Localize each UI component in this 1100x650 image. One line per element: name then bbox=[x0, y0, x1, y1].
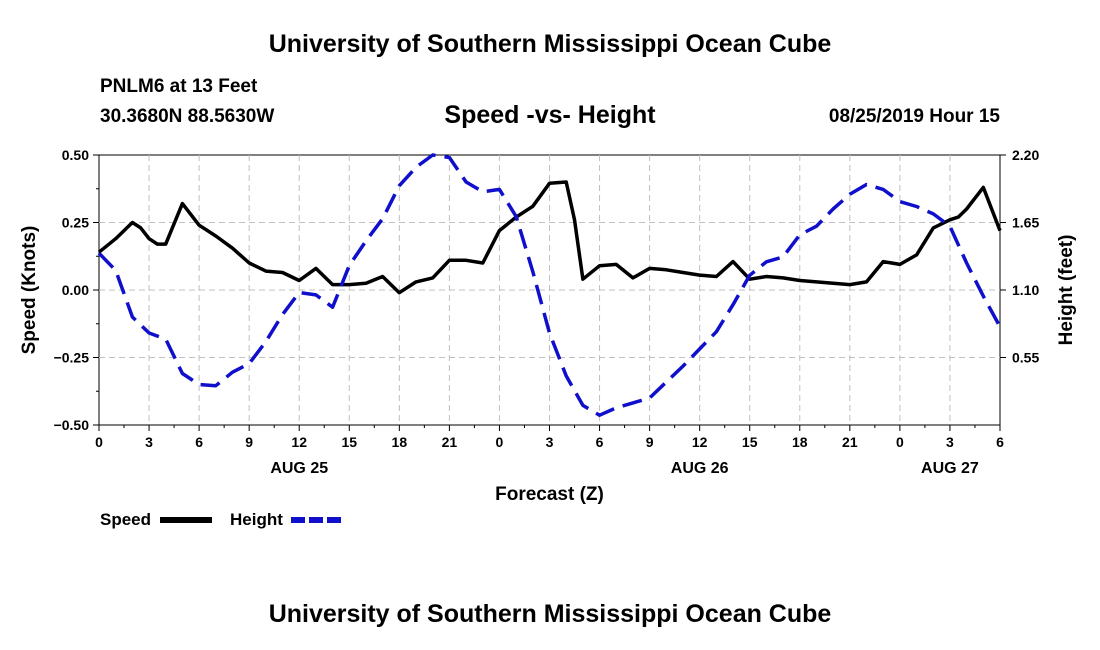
station-coordinates: 30.3680N 88.5630W bbox=[100, 106, 275, 127]
x-tick-label: 6 bbox=[195, 434, 203, 450]
footer-title: University of Southern Mississippi Ocean… bbox=[268, 600, 832, 628]
y-tick-label: 0.25 bbox=[62, 215, 89, 231]
x-tick-label: 15 bbox=[341, 434, 357, 450]
y-axis-title: Speed (Knots) bbox=[19, 226, 40, 355]
x-tick-label: 18 bbox=[392, 434, 408, 450]
x-tick-label: 6 bbox=[596, 434, 604, 450]
x-tick-label: 9 bbox=[646, 434, 654, 450]
y2-tick-label: 2.20 bbox=[1012, 147, 1039, 163]
station-name: PNLM6 at 13 Feet bbox=[100, 76, 258, 97]
x-tick-label: 3 bbox=[946, 434, 954, 450]
series-line-height bbox=[97, 153, 1002, 417]
y2-tick-label: 1.10 bbox=[1012, 282, 1039, 298]
date-label: AUG 27 bbox=[921, 460, 979, 477]
x-tick-label: 15 bbox=[742, 434, 758, 450]
x-tick-label: 21 bbox=[842, 434, 858, 450]
y-tick-label: −0.25 bbox=[54, 350, 90, 366]
x-tick-label: 21 bbox=[442, 434, 458, 450]
x-axis-title: Forecast (Z) bbox=[495, 484, 604, 505]
page-title: University of Southern Mississippi Ocean… bbox=[268, 30, 832, 58]
x-tick-label: 3 bbox=[546, 434, 554, 450]
legend-label-height: Height bbox=[230, 510, 283, 529]
x-tick-label: 3 bbox=[145, 434, 153, 450]
x-tick-label: 18 bbox=[792, 434, 808, 450]
series-line-speed bbox=[97, 180, 1002, 295]
y-tick-label: 0.50 bbox=[62, 147, 89, 163]
x-tick-label: 6 bbox=[996, 434, 1004, 450]
x-tick-label: 0 bbox=[95, 434, 103, 450]
x-tick-label: 12 bbox=[692, 434, 708, 450]
chart-title: Speed -vs- Height bbox=[444, 101, 656, 129]
legend-label-speed: Speed bbox=[100, 510, 151, 529]
x-tick-label: 0 bbox=[496, 434, 504, 450]
date-label: AUG 26 bbox=[671, 460, 729, 477]
y-tick-label: −0.50 bbox=[54, 417, 90, 433]
date-label: AUG 25 bbox=[270, 460, 328, 477]
y2-tick-label: 1.65 bbox=[1012, 215, 1039, 231]
y2-tick-label: 0.55 bbox=[1012, 350, 1039, 366]
y-tick-label: 0.00 bbox=[62, 282, 89, 298]
y2-axis-title: Height (feet) bbox=[1056, 235, 1077, 346]
x-tick-label: 12 bbox=[291, 434, 307, 450]
forecast-timestamp: 08/25/2019 Hour 15 bbox=[828, 106, 1000, 127]
x-tick-label: 0 bbox=[896, 434, 904, 450]
x-tick-label: 9 bbox=[245, 434, 253, 450]
